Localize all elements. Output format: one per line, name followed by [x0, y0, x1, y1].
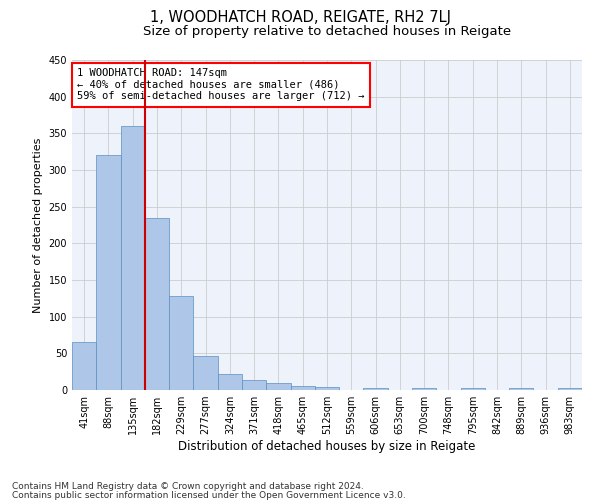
Bar — [218, 374, 242, 390]
Bar — [72, 342, 96, 390]
Text: Contains HM Land Registry data © Crown copyright and database right 2024.: Contains HM Land Registry data © Crown c… — [12, 482, 364, 491]
Bar — [364, 388, 388, 390]
Bar — [169, 296, 193, 390]
Text: 1, WOODHATCH ROAD, REIGATE, RH2 7LJ: 1, WOODHATCH ROAD, REIGATE, RH2 7LJ — [149, 10, 451, 25]
Bar — [121, 126, 145, 390]
Bar — [509, 388, 533, 390]
Text: Contains public sector information licensed under the Open Government Licence v3: Contains public sector information licen… — [12, 490, 406, 500]
Bar — [242, 380, 266, 390]
Y-axis label: Number of detached properties: Number of detached properties — [33, 138, 43, 312]
Bar — [96, 156, 121, 390]
Bar — [412, 388, 436, 390]
Bar — [266, 384, 290, 390]
Bar — [193, 356, 218, 390]
Bar — [145, 218, 169, 390]
Title: Size of property relative to detached houses in Reigate: Size of property relative to detached ho… — [143, 25, 511, 38]
X-axis label: Distribution of detached houses by size in Reigate: Distribution of detached houses by size … — [178, 440, 476, 453]
Text: 1 WOODHATCH ROAD: 147sqm
← 40% of detached houses are smaller (486)
59% of semi-: 1 WOODHATCH ROAD: 147sqm ← 40% of detach… — [77, 68, 365, 102]
Bar — [461, 388, 485, 390]
Bar — [315, 387, 339, 390]
Bar — [290, 386, 315, 390]
Bar — [558, 388, 582, 390]
